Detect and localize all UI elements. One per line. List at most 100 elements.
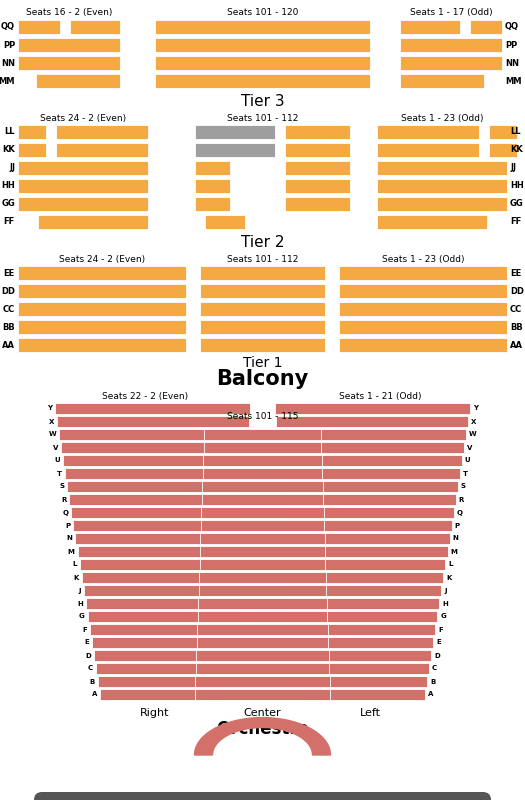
Text: X: X [471, 418, 476, 425]
Bar [281, 494, 456, 505]
Text: W: W [48, 431, 56, 438]
Text: F: F [82, 626, 87, 633]
Bar [155, 38, 370, 52]
Bar [63, 455, 247, 466]
Text: R: R [459, 497, 464, 502]
Bar [202, 507, 323, 518]
Bar [285, 125, 350, 139]
Bar [155, 20, 370, 34]
Text: LL: LL [5, 127, 15, 137]
Bar [36, 74, 120, 88]
Bar [285, 161, 350, 175]
Bar [377, 179, 507, 193]
Bar [283, 533, 449, 544]
Text: N: N [453, 535, 458, 542]
Text: U: U [55, 458, 60, 463]
Bar [65, 468, 246, 479]
FancyBboxPatch shape [34, 792, 491, 800]
Bar [377, 125, 479, 139]
Bar [195, 197, 230, 211]
Text: EE: EE [510, 269, 521, 278]
Bar [282, 520, 452, 531]
Bar [275, 403, 470, 414]
Text: AA: AA [510, 341, 523, 350]
Bar [18, 161, 148, 175]
Text: Seats 16 - 2 (Even): Seats 16 - 2 (Even) [26, 8, 112, 17]
Bar [400, 74, 484, 88]
Text: S: S [59, 483, 64, 490]
Bar [18, 143, 46, 157]
Bar [59, 429, 248, 440]
Text: AA: AA [2, 341, 15, 350]
Text: J: J [444, 587, 447, 594]
Bar [288, 611, 437, 622]
Bar [204, 442, 321, 453]
Text: Q: Q [62, 510, 68, 515]
Bar [195, 125, 275, 139]
Bar [197, 624, 328, 635]
Text: LL: LL [510, 127, 520, 137]
Bar [86, 598, 238, 609]
Text: B: B [430, 678, 435, 685]
Bar [18, 20, 60, 34]
Text: BB: BB [2, 322, 15, 331]
Bar [69, 494, 244, 505]
Bar [285, 179, 350, 193]
Bar [202, 494, 323, 505]
Bar [400, 56, 502, 70]
Text: A: A [428, 691, 433, 698]
Bar [277, 429, 466, 440]
Text: G: G [79, 614, 85, 619]
Bar [18, 179, 148, 193]
Text: E: E [436, 639, 441, 646]
Text: Seats 101 - 115: Seats 101 - 115 [227, 412, 298, 421]
Bar [195, 161, 230, 175]
Text: Center: Center [244, 708, 281, 718]
Text: Seats 1 - 23 (Odd): Seats 1 - 23 (Odd) [382, 255, 464, 264]
Bar [377, 197, 507, 211]
Text: NN: NN [1, 58, 15, 67]
Text: JJ: JJ [9, 163, 15, 173]
Text: M: M [450, 549, 457, 554]
Bar [83, 585, 238, 596]
Text: QQ: QQ [1, 22, 15, 31]
Bar [204, 429, 321, 440]
Text: X: X [49, 418, 54, 425]
Bar [18, 302, 186, 316]
Text: HH: HH [510, 182, 524, 190]
Bar [339, 266, 507, 280]
Bar [98, 676, 233, 687]
Bar [287, 585, 442, 596]
Bar [18, 320, 186, 334]
Bar [339, 338, 507, 352]
Bar [203, 455, 322, 466]
Bar [90, 624, 236, 635]
Text: FF: FF [4, 218, 15, 226]
Text: Seats 101 - 112: Seats 101 - 112 [227, 255, 298, 264]
Text: Y: Y [473, 406, 478, 411]
Text: MM: MM [0, 77, 15, 86]
Bar [200, 546, 325, 557]
Text: Q: Q [457, 510, 463, 515]
Text: EE: EE [4, 269, 15, 278]
Text: Orchestra: Orchestra [216, 720, 309, 738]
Text: Seats 24 - 2 (Even): Seats 24 - 2 (Even) [59, 255, 145, 264]
Bar [197, 637, 328, 648]
Bar [200, 559, 326, 570]
Text: Left: Left [360, 708, 381, 718]
Text: C: C [88, 666, 93, 671]
Bar [339, 302, 507, 316]
Bar [281, 507, 454, 518]
Text: L: L [448, 562, 453, 567]
Bar [198, 598, 327, 609]
Bar [200, 266, 325, 280]
Bar [200, 302, 325, 316]
Text: B: B [90, 678, 95, 685]
Bar [200, 320, 325, 334]
Text: D: D [434, 653, 440, 658]
Bar [38, 215, 148, 229]
Text: NN: NN [505, 58, 519, 67]
Bar [67, 481, 245, 492]
Text: P: P [455, 522, 460, 529]
Bar [280, 481, 458, 492]
